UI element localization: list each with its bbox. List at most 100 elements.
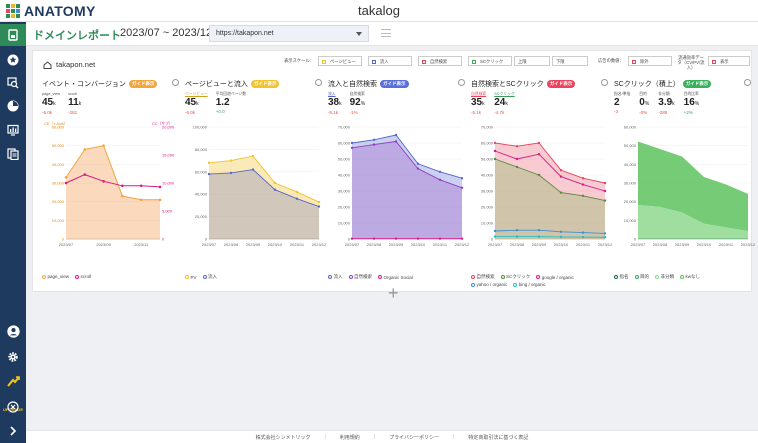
sidebar-item-close[interactable] (4, 398, 22, 416)
series-line-scroll (65, 174, 161, 188)
series-line-page-view (65, 145, 160, 201)
y-tick-label: 0 (348, 237, 351, 242)
guide-toggle-button[interactable]: ガイド表示 (128, 80, 158, 88)
footer-commerce-link[interactable]: 特定商取引法に基づく表記 (468, 434, 529, 441)
data-point (493, 157, 497, 161)
data-point (581, 177, 585, 180)
data-point (603, 189, 607, 193)
gear-icon[interactable] (744, 79, 751, 86)
footer-company[interactable]: 株式会社シンメトリック (255, 434, 311, 441)
ad-label: 広告の数値： (598, 58, 624, 63)
metric-unclassified: 非分類 3.9k -289 (658, 92, 675, 115)
ad-exclude-option[interactable]: 除外 (628, 56, 672, 66)
legend-item-inflow[interactable]: 流入 (202, 274, 217, 280)
chart-inflow-organic: 70,000 60,000 50,000 40,000 30,000 20,000 10,0… (338, 125, 470, 248)
sidebar-item-account[interactable] (4, 322, 22, 340)
monitor-chart-icon (7, 124, 19, 136)
legend-item-organic-social[interactable]: Organic Social (378, 274, 413, 280)
gear-icon[interactable] (315, 79, 322, 86)
sidebar-item-monitor[interactable] (4, 121, 22, 139)
series-line-series (351, 140, 463, 189)
legend-item-scroll[interactable]: scroll (75, 274, 91, 279)
scale-option-inflow[interactable]: 流入 (368, 56, 412, 66)
series-line-sc (494, 158, 606, 202)
metric-scroll: scroll 11k -281 (68, 92, 82, 115)
sidebar-item-search[interactable] (4, 74, 22, 92)
data-point (581, 235, 585, 239)
sidebar-item-upgrade[interactable] (4, 372, 22, 390)
data-point (372, 138, 376, 141)
sidebar-item-domain-report[interactable] (0, 24, 26, 46)
guide-toggle-button[interactable]: ガイド表示 (380, 80, 409, 88)
legend-item-inflow[interactable]: 流入 (328, 274, 343, 280)
legend-item-bing[interactable]: bing / organic (513, 282, 546, 287)
sidebar-item-settings[interactable] (4, 348, 22, 366)
y-tick-label: 10,000 (52, 218, 65, 223)
site-select[interactable]: https://takapon.net (209, 25, 369, 42)
legend-item-no-keyword[interactable]: kwなし (680, 274, 700, 280)
footer-terms-link[interactable]: 利用規約 (339, 434, 360, 441)
guide-toggle-button[interactable]: ガイド表示 (682, 80, 712, 88)
y2-tick-label: 15,000 (162, 153, 175, 158)
data-point (251, 168, 255, 171)
scale-option-sc-click[interactable]: SCクリック (468, 56, 512, 66)
legend-item-google[interactable]: google / organic (536, 274, 574, 280)
guide-toggle-button[interactable]: ガイド表示 (250, 80, 280, 88)
legend-item-pv[interactable]: PV (185, 274, 197, 280)
series-line-series (351, 134, 463, 179)
data-point (416, 162, 420, 165)
data-point (394, 133, 398, 137)
legend: 流入 自然検索 Organic Social (328, 274, 467, 280)
gear-icon[interactable] (458, 79, 465, 86)
period-range[interactable]: 2023/07 ~ 2023/12 (120, 27, 213, 39)
data-point (251, 154, 255, 158)
data-point (158, 198, 162, 202)
data-point (515, 157, 519, 161)
data-point (581, 231, 585, 234)
x-tick-label: 2023/08 (653, 242, 668, 247)
data-point (158, 185, 162, 189)
legend-item-yahoo[interactable]: yahoo / organic (471, 282, 507, 287)
series-line-yahoo-organic (494, 229, 606, 234)
series-area-series (352, 135, 462, 239)
data-point (515, 145, 519, 148)
series-area-page-view (66, 145, 160, 239)
data-point (273, 181, 277, 185)
gear-icon[interactable] (172, 79, 179, 86)
data-point (64, 176, 68, 179)
legend-item-brand[interactable]: 指名 (614, 274, 629, 280)
legend-item-organic[interactable]: 自然検索 (471, 274, 495, 280)
card-title: イベント・コンバージョン (42, 81, 126, 88)
data-point (537, 235, 541, 238)
y-tick-label: 20,000 (624, 199, 637, 204)
hamburger-menu-icon[interactable] (381, 29, 391, 37)
sidebar-expand-toggle[interactable] (4, 422, 22, 440)
guide-toggle-button[interactable]: ガイド表示 (546, 80, 576, 88)
legend-item-page-view[interactable]: page_view (42, 274, 69, 279)
legend: 自然検索 SCクリック google / organic yahoo / org… (471, 274, 610, 287)
legend-item-purpose[interactable]: 目的 (634, 274, 649, 280)
scale-option-organic[interactable]: 自然検索 (418, 56, 462, 66)
y-tick-label: 70,000 (481, 125, 494, 130)
sidebar-item-documents[interactable] (4, 145, 22, 163)
scale-lower-input[interactable]: 下限 (552, 56, 588, 66)
data-point (493, 229, 497, 233)
legend-item-sc-click[interactable]: SCクリック (500, 274, 530, 280)
sidebar-item-star[interactable] (4, 51, 22, 69)
gear-icon[interactable] (601, 79, 608, 86)
series-line-series (494, 142, 606, 184)
x-tick-label: 2023/08 (367, 242, 382, 247)
funnel-display-option[interactable]: 表示 (708, 56, 750, 66)
footer-privacy-link[interactable]: プライバシーポリシー (389, 434, 440, 441)
sidebar-item-analytics[interactable] (4, 97, 22, 115)
scale-option-pageview[interactable]: ページビュー (318, 56, 362, 66)
data-point (317, 200, 321, 204)
scale-upper-input[interactable]: 上限 (514, 56, 550, 66)
anatomy-logo[interactable]: ANATOMY (6, 3, 96, 19)
metric-pageview: ページビュー 45k -6.0k (185, 92, 208, 115)
add-widget-button[interactable]: + (388, 283, 399, 303)
legend-item-unclassified[interactable]: 非分類 (655, 274, 674, 280)
legend: page_view scroll (42, 274, 181, 279)
metric-purpose: 目的 0% -0% (639, 92, 650, 115)
legend-item-organic[interactable]: 自然検索 (348, 274, 372, 280)
